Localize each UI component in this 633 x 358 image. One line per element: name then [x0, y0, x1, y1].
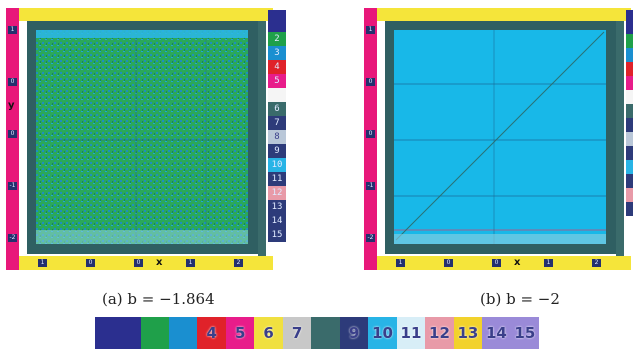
- colorbar-cell: 11: [396, 317, 426, 349]
- legend-item: 4: [268, 60, 286, 74]
- legend-item: [268, 88, 286, 102]
- frame-bottom-bar: [19, 256, 273, 270]
- legend-item: 11: [268, 172, 286, 186]
- y-tick: 1: [366, 26, 375, 34]
- legend-item: 8: [268, 130, 286, 144]
- legend-item: 12: [268, 186, 286, 200]
- x-tick: 0: [134, 259, 143, 267]
- caption-b: (b) b = −2: [480, 290, 560, 308]
- colorbar-cell: 4: [197, 317, 226, 349]
- panel-b: 1 0 0 -1 -2 1 0 0 x 1 2: [364, 0, 633, 270]
- panel-a: 1 0 0 -1 -2 y 1 0 0 x 1 2 2 3 4 5 6 7 8 …: [6, 0, 286, 270]
- frame-bottom-bar: [377, 256, 631, 270]
- x-tick: 2: [592, 259, 601, 267]
- y-axis-label: y: [8, 100, 15, 111]
- colorbar: 4 5 6 7 9 10 11 12 13 14 15: [95, 317, 540, 349]
- y-tick: -1: [8, 182, 17, 190]
- x-tick: 1: [186, 259, 195, 267]
- legend-item: 15: [268, 228, 286, 242]
- x-tick: 2: [234, 259, 243, 267]
- frame-right-bar: [616, 21, 624, 256]
- colorbar-cell: [140, 317, 169, 349]
- colorbar-cell: 15: [510, 317, 540, 349]
- y-tick: -1: [366, 182, 375, 190]
- frame-top-bar: [377, 8, 631, 21]
- caption-a: (a) b = −1.864: [102, 290, 215, 308]
- y-tick: -2: [8, 234, 17, 242]
- colorbar-cell: 10: [368, 317, 397, 349]
- legend-swatch: [268, 10, 286, 32]
- legend-item: 13: [268, 200, 286, 214]
- y-tick: -2: [366, 234, 375, 242]
- colorbar-cell: [95, 317, 141, 349]
- y-tick: 0: [366, 78, 375, 86]
- colorbar-cell: 6: [254, 317, 283, 349]
- x-tick: 0: [86, 259, 95, 267]
- frame-top-bar: [19, 8, 273, 21]
- x-tick: 1: [544, 259, 553, 267]
- vertical-legend-partial: [626, 10, 633, 240]
- legend-item: 2: [268, 32, 286, 46]
- plot-area-b: [394, 30, 606, 244]
- y-tick: 0: [366, 130, 375, 138]
- legend-item: 5: [268, 74, 286, 88]
- colorbar-cell: 12: [425, 317, 454, 349]
- y-tick: 0: [8, 130, 17, 138]
- legend-item: 7: [268, 116, 286, 130]
- colorbar-cell: 9: [339, 317, 369, 349]
- legend-item: 14: [268, 214, 286, 228]
- y-tick: 1: [8, 26, 17, 34]
- frame-left-bar: [364, 8, 377, 270]
- y-tick: 0: [8, 78, 17, 86]
- x-tick: 0: [492, 259, 501, 267]
- x-tick: 0: [444, 259, 453, 267]
- colorbar-cell: [311, 317, 340, 349]
- x-tick: 1: [396, 259, 405, 267]
- x-tick: 1: [38, 259, 47, 267]
- colorbar-cell: 13: [453, 317, 483, 349]
- legend-item: 3: [268, 46, 286, 60]
- colorbar-cell: 14: [482, 317, 511, 349]
- frame-right-bar: [258, 21, 266, 256]
- legend-item: 9: [268, 144, 286, 158]
- colorbar-cell: 7: [282, 317, 312, 349]
- plot-area-a: [36, 30, 248, 244]
- vertical-legend: 2 3 4 5 6 7 8 9 10 11 12 13 14 15: [268, 10, 286, 242]
- legend-item: 10: [268, 158, 286, 172]
- colorbar-cell: 5: [225, 317, 255, 349]
- frame-left-bar: [6, 8, 19, 270]
- x-axis-label: x: [514, 257, 521, 268]
- legend-item: 6: [268, 102, 286, 116]
- colorbar-cell: [169, 317, 198, 349]
- x-axis-label: x: [156, 257, 163, 268]
